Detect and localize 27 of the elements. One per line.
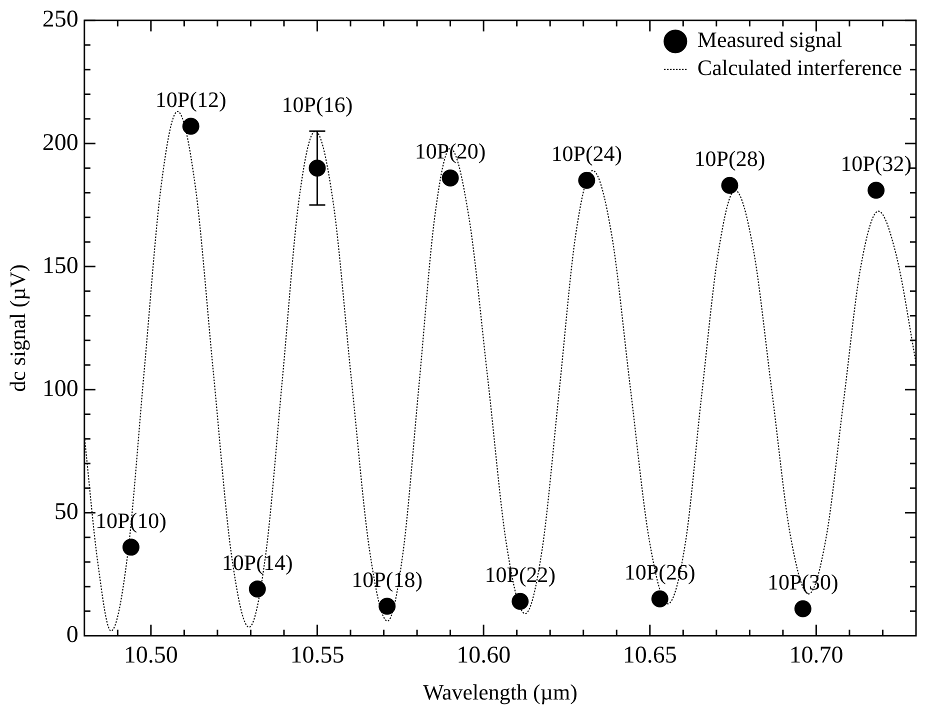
annotation: 10P(16): [282, 92, 353, 117]
annotation: 10P(20): [414, 138, 486, 164]
y-axis-title: dc signal (µV): [4, 264, 30, 392]
x-tick-label: 10.50: [124, 642, 178, 668]
legend-label: Measured signal: [697, 27, 842, 52]
y-tick-label: 150: [42, 252, 78, 279]
y-tick-label: 100: [42, 376, 78, 402]
annotation: 10P(30): [767, 570, 838, 595]
y-tick-label: 50: [54, 499, 78, 526]
x-tick-label: 10.70: [789, 642, 844, 668]
x-tick-label: 10.55: [290, 642, 344, 668]
x-axis-title: Wavelength (µm): [422, 680, 578, 705]
annotation: 10P(22): [484, 562, 556, 588]
y-tick-label: 200: [42, 130, 78, 156]
annotation: 10P(18): [352, 567, 423, 592]
annotation: 10P(32): [840, 151, 912, 176]
annotation: 10P(28): [694, 146, 766, 172]
annotation: 10P(24): [551, 141, 622, 166]
x-tick-label: 10.65: [622, 642, 677, 668]
annotation: 10P(10): [96, 508, 166, 533]
legend-label: Calculated interference: [697, 55, 902, 80]
y-tick-label: 0: [66, 622, 78, 648]
annotation: 10P(26): [624, 560, 696, 585]
y-tick-label: 250: [42, 6, 78, 33]
x-tick-label: 10.60: [456, 642, 511, 668]
annotation: 10P(12): [155, 87, 226, 112]
annotation: 10P(14): [222, 550, 293, 575]
